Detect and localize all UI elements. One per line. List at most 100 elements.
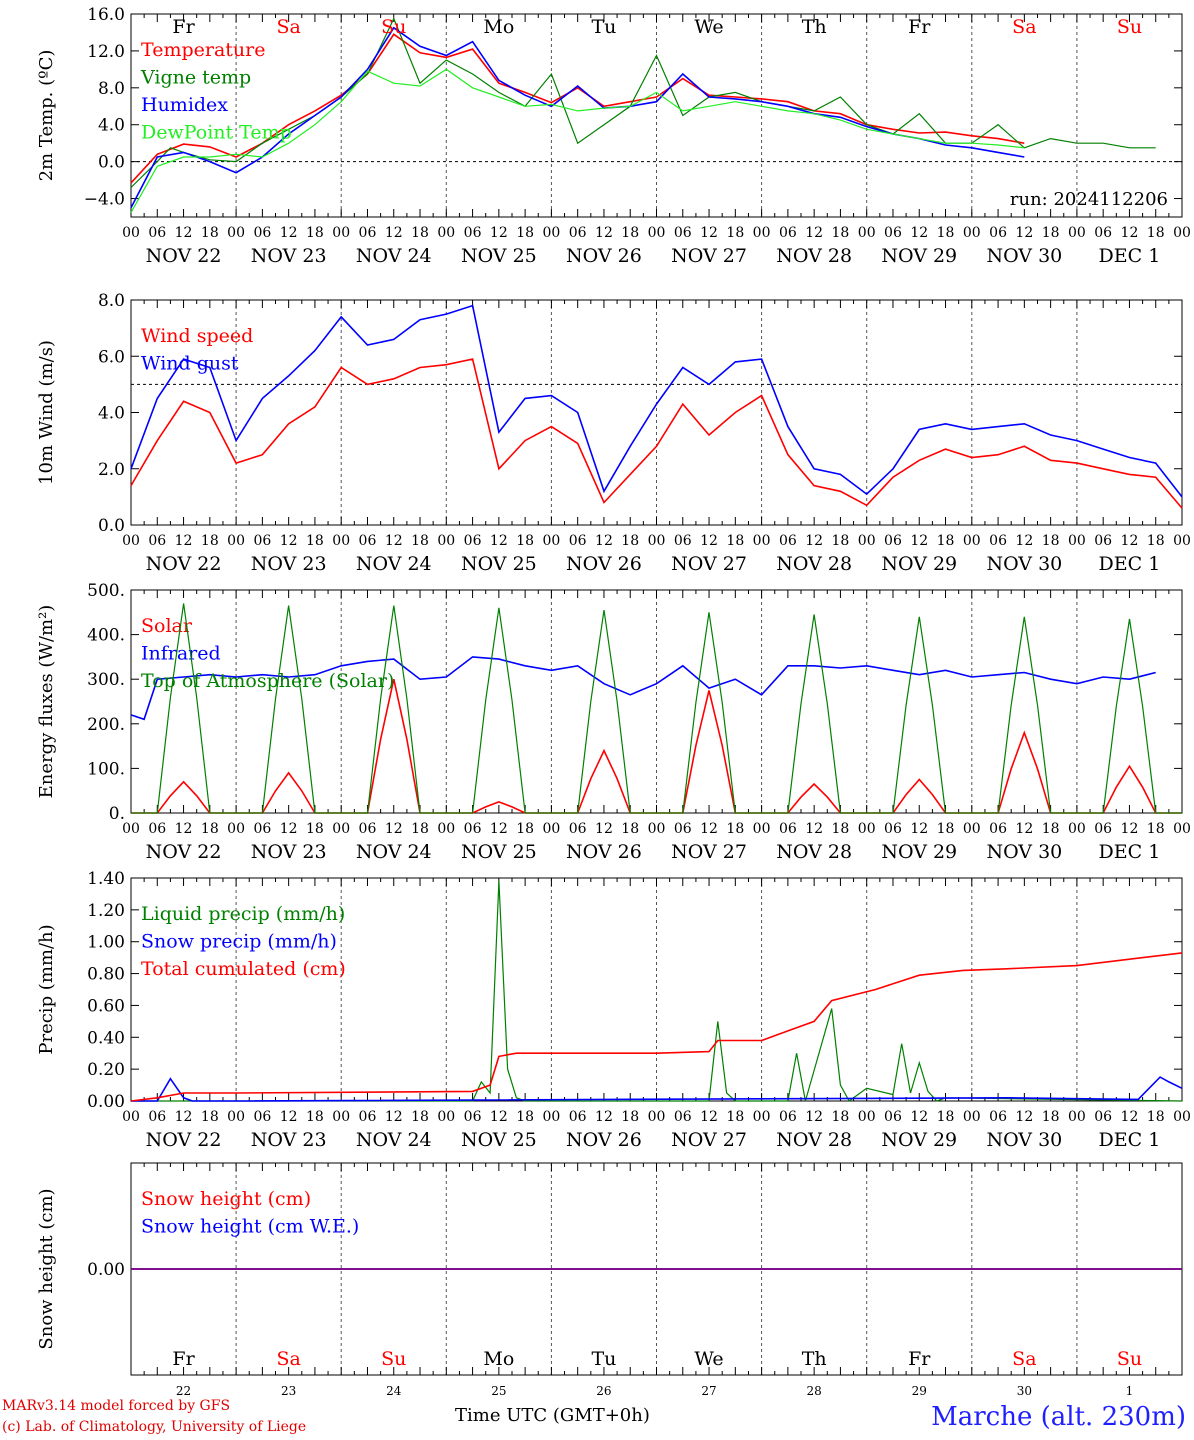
hour-tick-label: 18	[411, 821, 429, 837]
hour-tick-label: 12	[385, 821, 403, 837]
hour-tick-label: 00	[227, 225, 245, 241]
day-number: 28	[807, 1384, 822, 1398]
day-abbr: Sa	[1012, 16, 1036, 38]
hour-tick-label: 06	[359, 821, 377, 837]
date-label: NOV 29	[881, 553, 957, 575]
hour-tick-label: 00	[227, 1109, 245, 1125]
day-number: 24	[386, 1384, 402, 1398]
hour-tick-label: 12	[175, 225, 193, 241]
day-number: 30	[1017, 1384, 1032, 1398]
y-tick-label: 4.0	[98, 116, 125, 136]
hour-tick-label: 18	[1042, 225, 1060, 241]
y-tick-label: 200.	[87, 715, 125, 735]
hour-tick-label: 18	[726, 225, 744, 241]
legend-entry: Snow height (cm W.E.)	[141, 1216, 359, 1238]
series-line-blue	[131, 1076, 1183, 1102]
hour-tick-label: 00	[648, 225, 666, 241]
series-line-red	[130, 952, 1183, 1102]
hour-tick-label: 06	[253, 225, 271, 241]
date-label: DEC 1	[1099, 1129, 1161, 1151]
date-label: NOV 24	[356, 841, 432, 863]
y-tick-label: 6.0	[98, 347, 125, 367]
hour-tick-label: 00	[332, 821, 350, 837]
date-label: NOV 22	[146, 1129, 222, 1151]
hour-tick-label: 18	[1042, 533, 1060, 549]
y-tick-label: 8.0	[98, 291, 125, 311]
day-abbr: Su	[1117, 1348, 1142, 1370]
date-label: DEC 1	[1099, 245, 1161, 267]
day-abbr: Fr	[172, 1348, 195, 1370]
hour-tick-label: 18	[516, 225, 534, 241]
hour-tick-label: 06	[148, 1109, 166, 1125]
hour-tick-label: 18	[1042, 1109, 1060, 1125]
hour-tick-label: 06	[989, 1109, 1007, 1125]
panel-flux: 0. 100. 200. 300. 400. 500. Energy fluxes (W/m…	[36, 581, 1191, 863]
hour-tick-label: 00	[1173, 533, 1191, 549]
hour-tick-label: 12	[385, 225, 403, 241]
hour-tick-label: 18	[832, 821, 850, 837]
panel-wind: 0.0 2.0 4.0 6.0 8.0 10m Wind (m/s) Wind speed W…	[36, 291, 1191, 575]
hour-tick-label: 06	[1094, 1109, 1112, 1125]
hour-tick-label: 06	[884, 821, 902, 837]
hour-tick-label: 00	[437, 821, 455, 837]
y-axis-title: 2m Temp. (ºC)	[36, 50, 57, 182]
hour-tick-label: 18	[1147, 533, 1165, 549]
hour-tick-label: 06	[884, 225, 902, 241]
day-abbr: Tu	[591, 16, 616, 38]
y-tick-label: 400.	[87, 626, 125, 646]
date-label: NOV 24	[356, 245, 432, 267]
y-tick-label: 0.00	[87, 1260, 125, 1280]
date-label: NOV 30	[986, 841, 1062, 863]
hour-tick-label: 06	[253, 1109, 271, 1125]
date-label: NOV 25	[461, 245, 537, 267]
y-tick-label: 0.40	[87, 1028, 125, 1048]
date-label: NOV 29	[881, 1129, 957, 1151]
hour-tick-label: 12	[280, 225, 298, 241]
hour-tick-label: 18	[516, 533, 534, 549]
y-axis-title: Energy fluxes (W/m²)	[36, 605, 57, 799]
hour-tick-label: 18	[726, 1109, 744, 1125]
hour-tick-label: 00	[542, 533, 560, 549]
date-label: NOV 30	[986, 1129, 1062, 1151]
hour-tick-label: 06	[148, 821, 166, 837]
day-abbr: Th	[802, 1348, 827, 1370]
series-line-red	[130, 33, 1025, 184]
y-tick-label: 500.	[87, 581, 125, 601]
hour-tick-label: 06	[779, 225, 797, 241]
hour-tick-label: 00	[437, 533, 455, 549]
hour-tick-label: 00	[437, 1109, 455, 1125]
date-label: NOV 22	[146, 553, 222, 575]
y-tick-label: 0.20	[87, 1060, 125, 1080]
day-number: 22	[176, 1384, 191, 1398]
series-line-red	[130, 358, 1183, 509]
legend-entry: Humidex	[141, 94, 228, 116]
date-label: NOV 25	[461, 1129, 537, 1151]
date-label: NOV 22	[146, 245, 222, 267]
hour-tick-label: 12	[910, 225, 928, 241]
y-tick-label: 0.00	[87, 1092, 125, 1112]
legend-entry: Temperature	[141, 39, 265, 61]
hour-tick-label: 06	[359, 1109, 377, 1125]
date-label: NOV 27	[671, 841, 747, 863]
legend-entry: Total cumulated (cm)	[141, 958, 346, 980]
date-label: NOV 29	[881, 841, 957, 863]
hour-tick-label: 00	[1173, 225, 1191, 241]
hour-tick-label: 00	[963, 533, 981, 549]
y-axis-title: Precip (mm/h)	[36, 924, 57, 1054]
y-tick-label: 0.0	[98, 153, 125, 173]
y-tick-label: 16.0	[87, 5, 125, 25]
hour-tick-label: 18	[201, 1109, 219, 1125]
date-label: NOV 26	[566, 553, 642, 575]
hour-tick-label: 12	[490, 1109, 508, 1125]
hour-tick-label: 00	[542, 1109, 560, 1125]
hour-tick-label: 06	[148, 533, 166, 549]
hour-tick-label: 12	[700, 225, 718, 241]
date-label: NOV 26	[566, 841, 642, 863]
hour-tick-label: 06	[569, 1109, 587, 1125]
date-label: NOV 24	[356, 553, 432, 575]
date-label: NOV 26	[566, 1129, 642, 1151]
hour-tick-label: 06	[359, 225, 377, 241]
hour-tick-label: 00	[332, 225, 350, 241]
hour-tick-label: 18	[621, 225, 639, 241]
